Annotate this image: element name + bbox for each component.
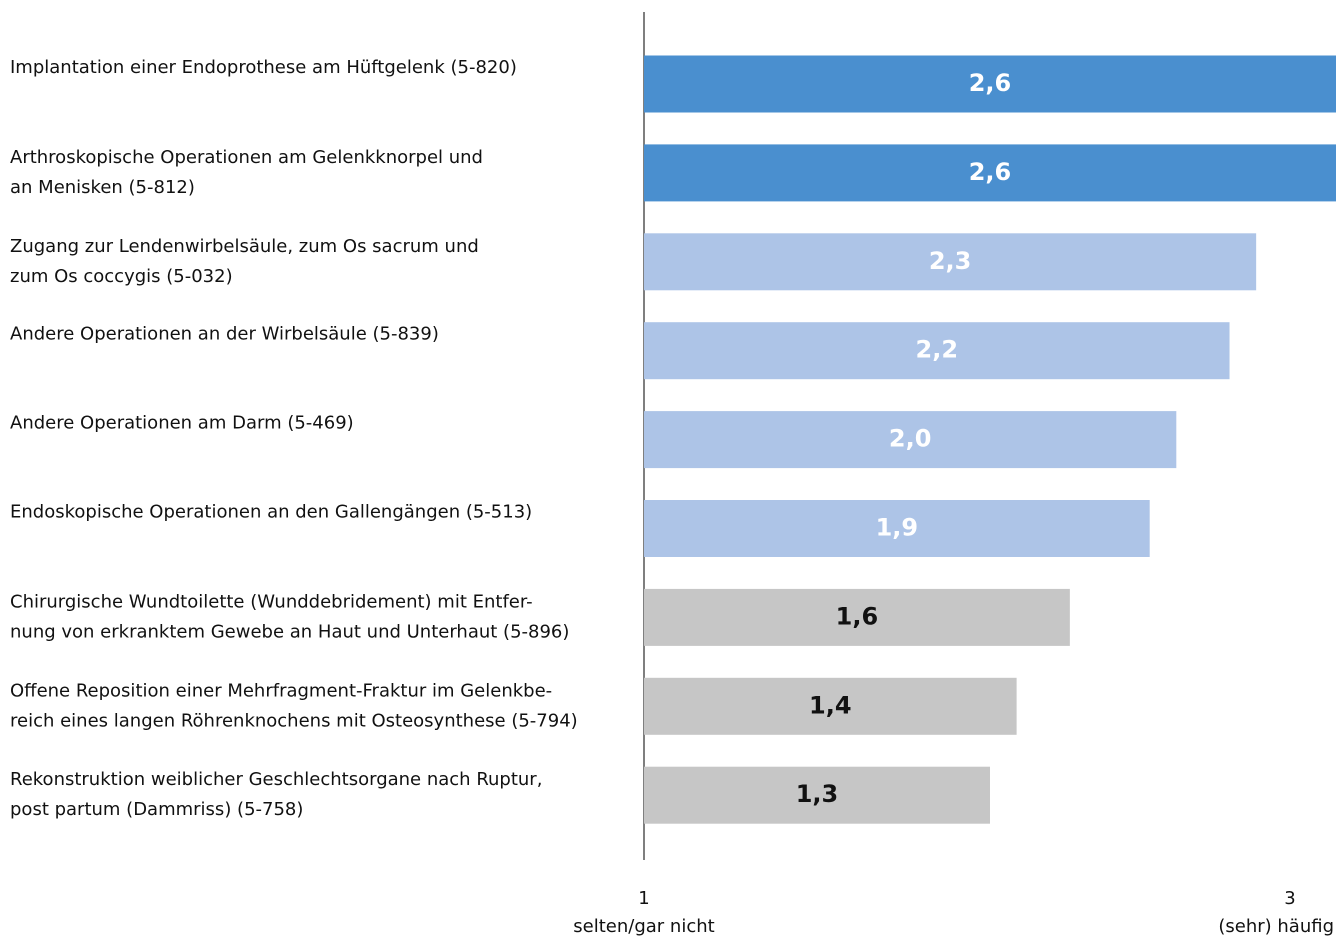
bar <box>644 677 1017 735</box>
value-label: 1,3 <box>796 780 839 808</box>
category-label: Andere Operationen an der Wirbelsäule (5… <box>10 324 439 345</box>
axis-end-caption: (sehr) häufig <box>1218 916 1334 937</box>
category-label: Zugang zur Lendenwirbelsäule, zum Os sac… <box>10 236 479 287</box>
bar <box>644 55 1336 113</box>
value-label: 1,4 <box>809 691 852 719</box>
bar <box>644 322 1230 380</box>
value-label: 2,2 <box>916 336 959 364</box>
bar <box>644 500 1150 557</box>
value-label: 2,6 <box>969 158 1012 186</box>
category-label: Endoskopische Operationen an den Galleng… <box>10 502 532 523</box>
axis-end-caption: selten/gar nicht <box>573 916 714 937</box>
bar <box>644 588 1070 646</box>
value-label: 1,9 <box>876 514 919 542</box>
bar <box>644 144 1336 202</box>
value-label: 1,6 <box>836 602 879 630</box>
axis-end-label: 3 <box>1284 888 1295 909</box>
bar <box>644 233 1257 291</box>
bar <box>644 411 1177 469</box>
category-label: Rekonstruktion weiblicher Geschlechtsorg… <box>10 769 542 820</box>
bar <box>644 766 990 824</box>
value-label: 2,0 <box>889 425 932 453</box>
category-label: Arthroskopische Operationen am Gelenkkno… <box>10 147 483 198</box>
category-label: Implantation einer Endoprothese am Hüftg… <box>10 57 517 78</box>
value-label: 2,6 <box>969 69 1012 97</box>
axis-end-label: 1 <box>638 888 649 909</box>
category-label: Chirurgische Wundtoilette (Wunddebrideme… <box>10 591 569 642</box>
category-label: Offene Reposition einer Mehrfragment-Fra… <box>10 680 578 731</box>
category-label: Andere Operationen am Darm (5-469) <box>10 413 354 434</box>
value-label: 2,3 <box>929 247 972 275</box>
